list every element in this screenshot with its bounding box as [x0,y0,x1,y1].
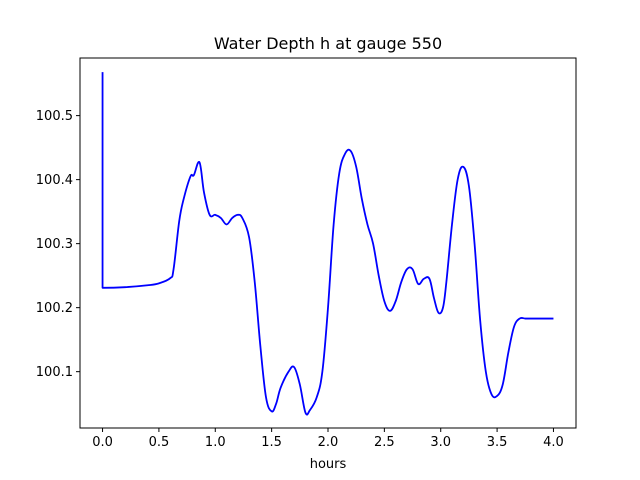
y-tick-label: 100.5 [36,109,73,124]
y-tick-label: 100.2 [36,301,73,316]
x-tick-label: 2.5 [374,435,395,450]
chart-title: Water Depth h at gauge 550 [214,34,442,53]
x-tick-label: 3.5 [487,435,508,450]
y-tick-label: 100.1 [36,365,73,380]
x-axis-label: hours [310,457,347,472]
x-tick-label: 0.5 [149,435,170,450]
x-tick-label: 0.0 [92,435,113,450]
series-line-0 [101,72,554,416]
y-axis: 100.1 100.2 100.3 100.4 100.5 [36,109,80,380]
x-tick-label: 1.0 [205,435,226,450]
y-tick-label: 100.4 [36,173,73,188]
plot-area [101,72,554,416]
x-tick-label: 3.0 [430,435,451,450]
y-tick-label: 100.3 [36,237,73,252]
x-tick-label: 2.0 [318,435,339,450]
x-tick-label: 1.5 [261,435,282,450]
x-tick-label: 4.0 [543,435,564,450]
x-axis: 0.0 0.5 1.0 1.5 2.0 2.5 3.0 3.5 4.0 [92,428,564,450]
